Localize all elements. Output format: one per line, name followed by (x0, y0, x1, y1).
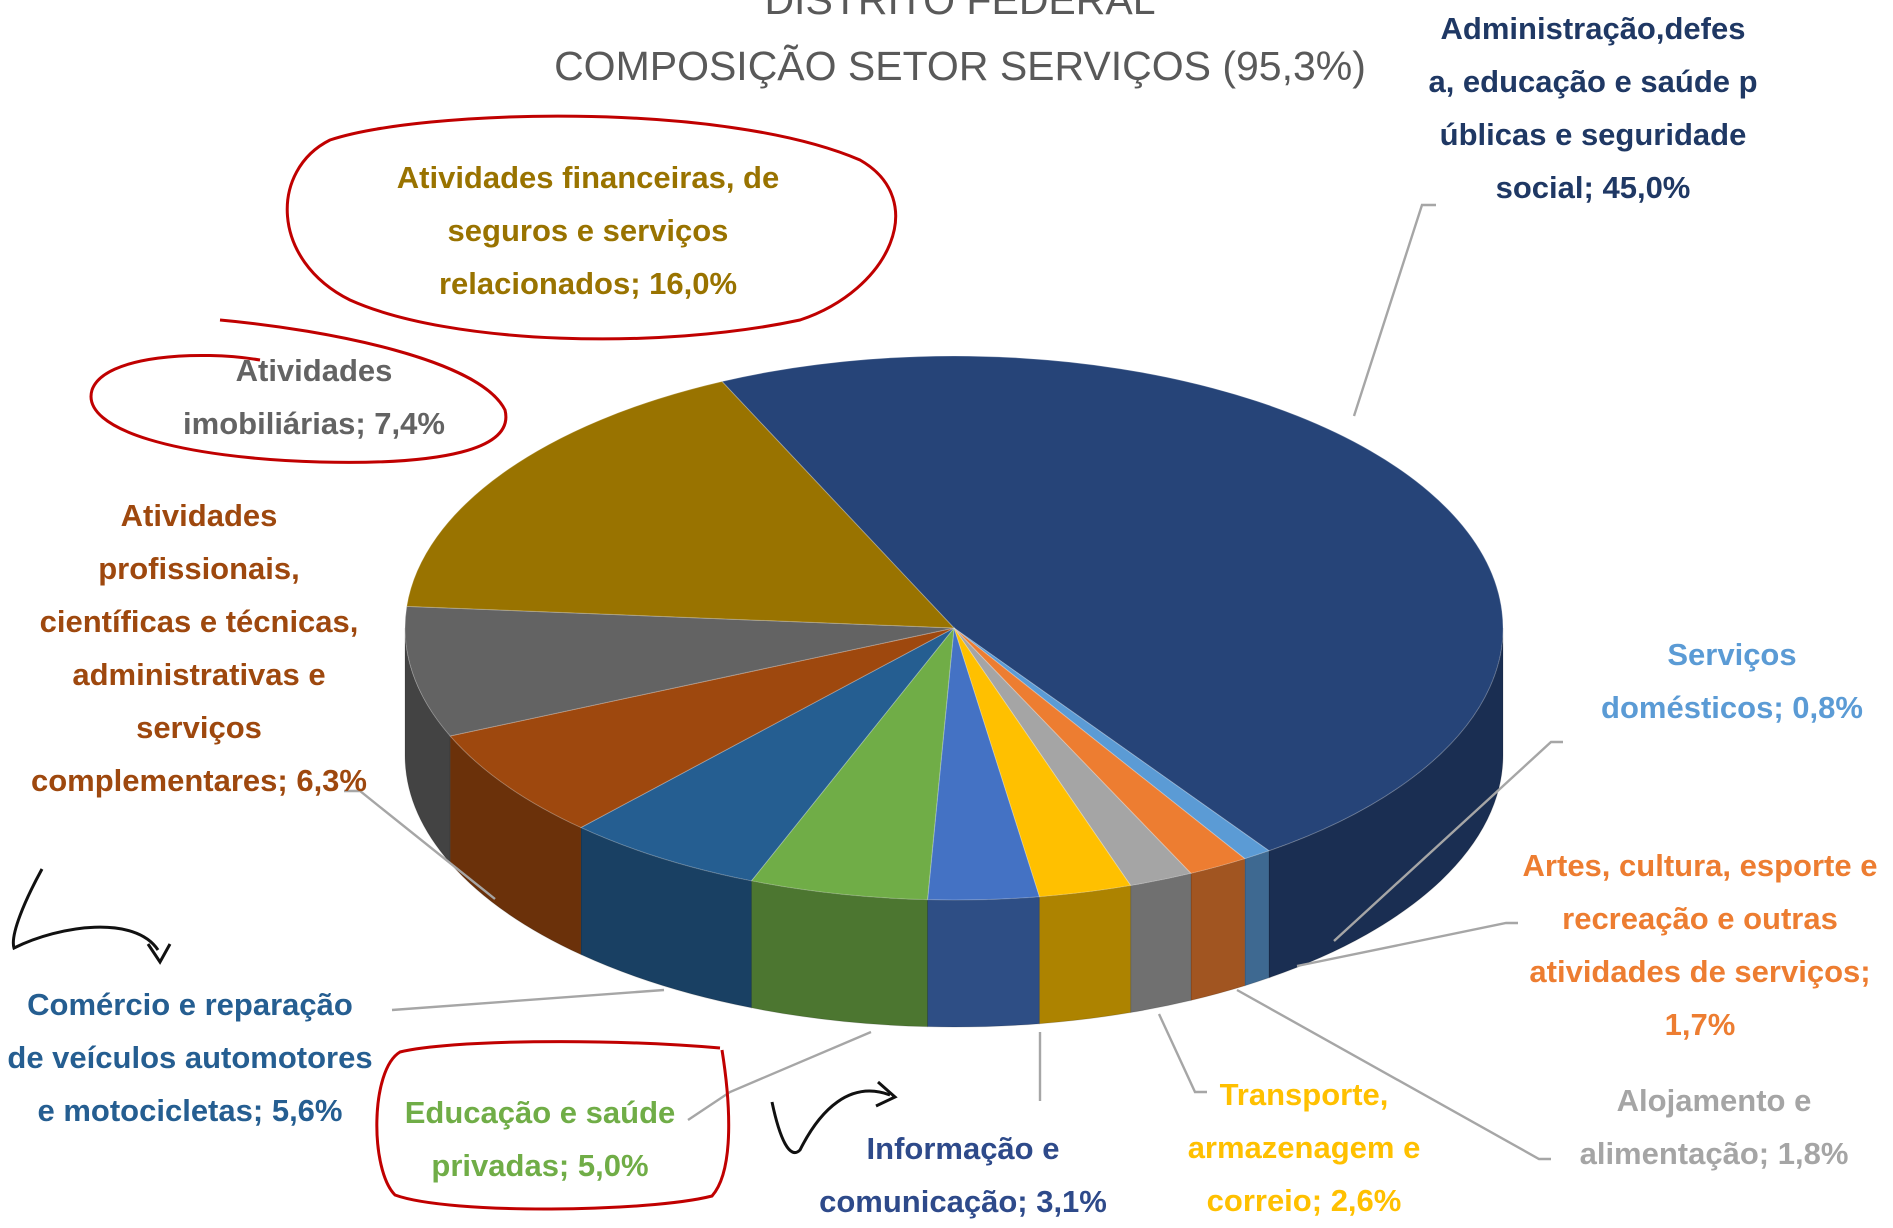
data-label: Atividades profissionais, científicas e … (19, 489, 379, 807)
data-label: Educação e saúde privadas; 5,0% (390, 1086, 690, 1192)
highlight-circle (89, 318, 508, 464)
label-value: 45,0% (1602, 170, 1691, 205)
pie-slice (953, 627, 1132, 898)
pie-slice-side (927, 896, 1040, 1028)
label-name: Serviços domésticos; (1601, 637, 1797, 725)
label-name: Informação e comunicação; (819, 1131, 1060, 1219)
label-value: 5,6% (271, 1093, 343, 1128)
label-name: Atividades financeiras, de seguros e ser… (396, 160, 780, 301)
annotations (11, 114, 898, 1211)
pie-slice (750, 626, 955, 901)
data-label: Serviços domésticos; 0,8% (1582, 628, 1882, 734)
arrow-head (875, 1080, 898, 1108)
chart-subtitle: COMPOSIÇÃO SETOR SERVIÇOS (95,3%) (554, 43, 1366, 89)
data-label: Atividades financeiras, de seguros e ser… (378, 151, 798, 310)
arrow (770, 1089, 891, 1154)
leader-line (687, 1030, 872, 1121)
pie-slice (953, 627, 1246, 874)
label-name: Educação e saúde privadas; (404, 1095, 676, 1183)
pie-slice (406, 380, 956, 629)
label-value: 2,6% (1330, 1183, 1402, 1218)
leader-lines (344, 203, 1563, 1161)
label-value: 1,7% (1664, 1007, 1736, 1042)
label-name: Atividades profissionais, científicas e … (30, 498, 359, 798)
pie-slice (579, 627, 955, 882)
pie-slice (449, 627, 955, 829)
label-value: 5,0% (577, 1148, 649, 1183)
chart-title: DISTRITO FEDERAL (764, 0, 1156, 23)
leader-line (1157, 1013, 1207, 1094)
label-value: 0,8% (1792, 690, 1863, 725)
label-value: 3,1% (1036, 1184, 1107, 1219)
label-name: Transporte, armazenagem e correio; (1187, 1077, 1421, 1218)
pie-slice-side (750, 880, 929, 1028)
highlight-box (375, 1040, 731, 1211)
leader-line (1296, 921, 1518, 968)
data-label: Alojamento e alimentação; 1,8% (1559, 1074, 1869, 1180)
data-label: Transporte, armazenagem e correio; 2,6% (1174, 1068, 1434, 1227)
pie-slice-side (1268, 627, 1504, 979)
leader-line (1333, 740, 1563, 942)
label-name: Atividades imobiliárias; (183, 353, 393, 441)
pie-slice (926, 627, 1041, 901)
pie-slice-side (1244, 850, 1270, 987)
data-label: Artes, cultura, esporte e recreação e ou… (1515, 839, 1885, 1051)
label-value: 7,4% (374, 406, 445, 441)
label-value: 6,3% (296, 763, 367, 798)
label-name: Comércio e reparação de veículos automot… (7, 987, 373, 1128)
data-label: Atividades imobiliárias; 7,4% (164, 344, 464, 450)
data-label: Comércio e reparação de veículos automot… (5, 978, 375, 1137)
label-name: Administração,defesa, educação e saúde p… (1428, 11, 1758, 205)
leader-line (1352, 203, 1436, 417)
label-value: 1,8% (1777, 1136, 1849, 1171)
leader-line (344, 789, 496, 900)
label-value: 16,0% (649, 266, 738, 301)
arrow (11, 868, 160, 951)
pie-slice (953, 627, 1271, 860)
pie (404, 355, 1504, 1028)
data-label: Administração,defesa, educação e saúde p… (1428, 2, 1758, 214)
pie-slice (721, 355, 1504, 852)
pie-slice (953, 627, 1192, 887)
leader-line (391, 988, 665, 1012)
pie-slice (404, 605, 955, 737)
pie-slice-side (1190, 858, 1246, 1002)
label-name: Alojamento e alimentação; (1579, 1083, 1812, 1171)
arrow-head (146, 943, 172, 965)
data-label: Informação e comunicação; 3,1% (813, 1122, 1113, 1228)
pie-slice-side (1130, 872, 1192, 1014)
label-name: Artes, cultura, esporte e recreação e ou… (1522, 848, 1878, 989)
pie-slice-side (1038, 884, 1132, 1025)
leader-line (1236, 988, 1551, 1161)
highlight-circle (285, 114, 898, 341)
